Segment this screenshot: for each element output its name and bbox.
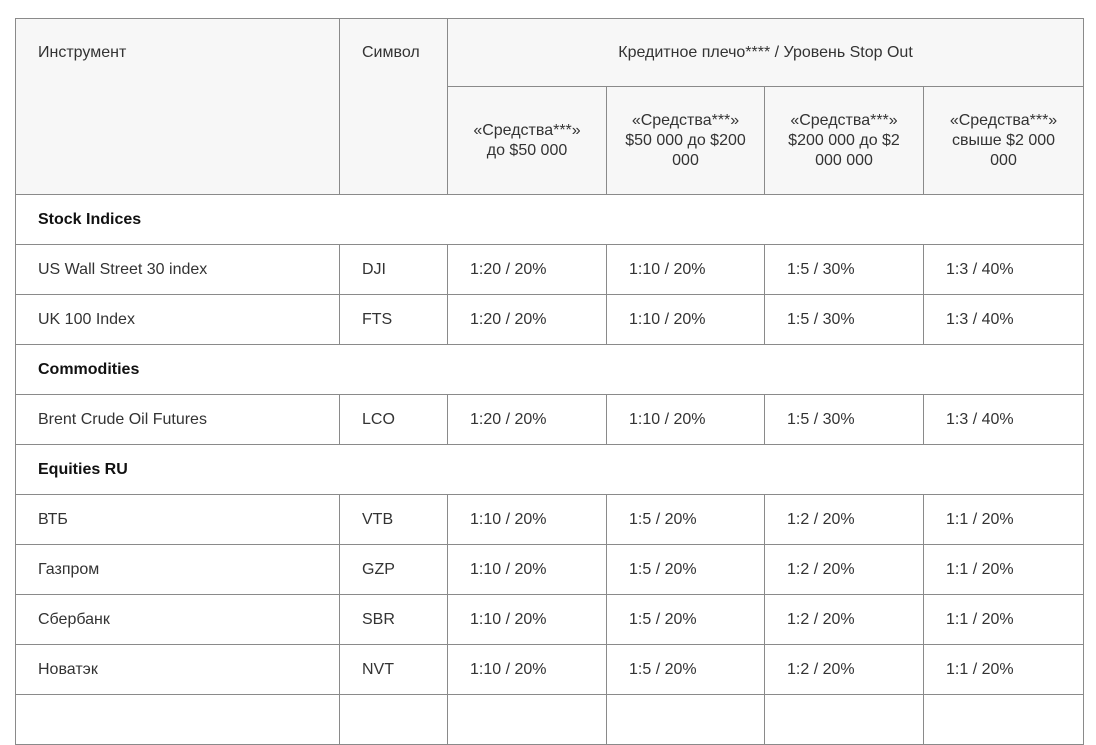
leverage-cell-empty	[922, 694, 1085, 745]
instrument-symbol-empty	[339, 694, 448, 745]
instrument-symbol: GZP	[339, 544, 448, 595]
header-tier-1: «Средства***» до $50 000	[447, 86, 607, 195]
table-header: Инструмент Символ Кредитное плечо**** / …	[15, 18, 1085, 195]
header-tier-4: «Средства***» свыше $2 000 000	[922, 86, 1085, 195]
header-tier-3: «Средства***» $200 000 до $2 000 000	[764, 86, 924, 195]
table-row: ВТБ VTB 1:10 / 20% 1:5 / 20% 1:2 / 20% 1…	[15, 494, 1085, 545]
group-title: Commodities	[14, 344, 1085, 395]
instrument-name: Новатэк	[15, 644, 340, 695]
leverage-cell: 1:3 / 40%	[922, 394, 1085, 445]
leverage-cell: 1:10 / 20%	[447, 594, 607, 645]
instrument-name: ВТБ	[15, 494, 340, 545]
leverage-cell: 1:1 / 20%	[922, 494, 1085, 545]
header-leverage-stopout: Кредитное плечо**** / Уровень Stop Out	[446, 18, 1085, 87]
instrument-symbol: LCO	[339, 394, 448, 445]
instrument-name: Сбербанк	[15, 594, 340, 645]
table-row: Сбербанк SBR 1:10 / 20% 1:5 / 20% 1:2 / …	[15, 594, 1085, 645]
leverage-cell: 1:2 / 20%	[764, 494, 924, 545]
leverage-cell: 1:10 / 20%	[447, 494, 607, 545]
group-row-equities-ru: Equities RU	[14, 444, 1085, 495]
leverage-cell: 1:1 / 20%	[922, 544, 1085, 595]
instrument-symbol: FTS	[339, 294, 448, 345]
leverage-cell: 1:10 / 20%	[606, 244, 765, 295]
instrument-symbol: SBR	[339, 594, 448, 645]
leverage-cell-empty	[447, 694, 607, 745]
table-row: UK 100 Index FTS 1:20 / 20% 1:10 / 20% 1…	[15, 294, 1085, 345]
instrument-name: Brent Crude Oil Futures	[15, 394, 340, 445]
table-row-partial	[15, 694, 1085, 745]
instrument-name: Газпром	[15, 544, 340, 595]
leverage-cell: 1:1 / 20%	[922, 594, 1085, 645]
leverage-cell: 1:10 / 20%	[447, 544, 607, 595]
leverage-cell: 1:5 / 20%	[606, 594, 765, 645]
table-row: US Wall Street 30 index DJI 1:20 / 20% 1…	[15, 244, 1085, 295]
leverage-cell: 1:3 / 40%	[922, 294, 1085, 345]
header-instrument: Инструмент	[15, 18, 340, 195]
leverage-cell: 1:5 / 20%	[606, 494, 765, 545]
leverage-table: Инструмент Символ Кредитное плечо**** / …	[14, 18, 1085, 745]
group-row-stock-indices: Stock Indices	[14, 194, 1085, 245]
instrument-name: UK 100 Index	[15, 294, 340, 345]
group-row-commodities: Commodities	[14, 344, 1085, 395]
group-title: Equities RU	[14, 444, 1085, 495]
instrument-symbol: VTB	[339, 494, 448, 545]
leverage-cell: 1:10 / 20%	[606, 294, 765, 345]
leverage-cell: 1:5 / 30%	[764, 394, 924, 445]
leverage-table-container: Инструмент Символ Кредитное плечо**** / …	[14, 18, 1085, 745]
leverage-cell: 1:2 / 20%	[764, 594, 924, 645]
leverage-cell: 1:20 / 20%	[447, 294, 607, 345]
instrument-symbol: DJI	[339, 244, 448, 295]
leverage-cell-empty	[764, 694, 924, 745]
table-body: Stock Indices US Wall Street 30 index DJ…	[14, 194, 1085, 745]
leverage-cell: 1:5 / 20%	[606, 544, 765, 595]
leverage-cell: 1:10 / 20%	[447, 644, 607, 695]
leverage-cell: 1:2 / 20%	[764, 544, 924, 595]
leverage-cell: 1:20 / 20%	[447, 244, 607, 295]
leverage-cell: 1:3 / 40%	[922, 244, 1085, 295]
instrument-symbol: NVT	[339, 644, 448, 695]
leverage-cell: 1:20 / 20%	[447, 394, 607, 445]
leverage-cell: 1:5 / 30%	[764, 294, 924, 345]
leverage-cell: 1:2 / 20%	[764, 644, 924, 695]
table-row: Brent Crude Oil Futures LCO 1:20 / 20% 1…	[15, 394, 1085, 445]
instrument-name: US Wall Street 30 index	[15, 244, 340, 295]
header-tier-2: «Средства***» $50 000 до $200 000	[606, 86, 765, 195]
leverage-cell: 1:10 / 20%	[606, 394, 765, 445]
table-row: Новатэк NVT 1:10 / 20% 1:5 / 20% 1:2 / 2…	[15, 644, 1085, 695]
group-title: Stock Indices	[14, 194, 1085, 245]
header-symbol: Символ	[339, 18, 448, 195]
leverage-cell: 1:1 / 20%	[922, 644, 1085, 695]
table-row: Газпром GZP 1:10 / 20% 1:5 / 20% 1:2 / 2…	[15, 544, 1085, 595]
leverage-cell: 1:5 / 30%	[764, 244, 924, 295]
leverage-cell-empty	[606, 694, 765, 745]
leverage-cell: 1:5 / 20%	[606, 644, 765, 695]
instrument-name-empty	[15, 694, 340, 745]
